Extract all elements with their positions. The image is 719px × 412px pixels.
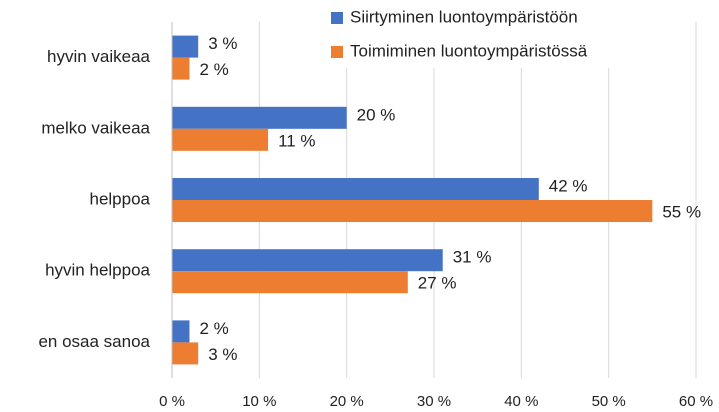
y-tick-label: helppoa [89, 189, 150, 208]
bar [172, 200, 653, 222]
data-label: 31 % [453, 248, 492, 267]
data-label: 2 % [199, 60, 228, 79]
legend-label: Siirtyminen luontoympäristöön [350, 7, 578, 26]
data-label: 3 % [208, 345, 237, 364]
legend-label: Toimiminen luontoympäristössä [350, 41, 588, 60]
data-label: 2 % [199, 319, 228, 338]
bar [172, 128, 269, 151]
x-tick-label: 30 % [417, 393, 451, 410]
bar [172, 271, 408, 294]
data-label: 27 % [418, 274, 457, 293]
y-tick-label: en osaa sanoa [38, 332, 150, 351]
data-label: 20 % [357, 105, 396, 124]
x-tick-label: 20 % [330, 393, 364, 410]
x-tick-label: 50 % [592, 393, 626, 410]
x-tick-label: 10 % [242, 393, 276, 410]
data-label: 11 % [278, 131, 316, 150]
bar [172, 342, 199, 365]
data-label: 42 % [549, 176, 588, 195]
bar [172, 57, 190, 80]
y-tick-label: melko vaikeaa [41, 118, 150, 137]
bar [172, 249, 443, 272]
y-tick-label: hyvin helppoa [45, 261, 150, 280]
x-tick-label: 60 % [679, 393, 713, 410]
legend-swatch [331, 46, 343, 58]
y-tick-label: hyvin vaikeaa [47, 47, 151, 66]
data-label: 55 % [662, 202, 701, 221]
data-label: 3 % [208, 34, 237, 53]
bar [172, 35, 199, 58]
bar [172, 178, 539, 200]
legend-swatch [331, 12, 343, 24]
bar [172, 320, 190, 343]
legend-background [322, 2, 692, 68]
bar [172, 106, 347, 129]
x-tick-label: 40 % [504, 393, 538, 410]
x-tick-label: 0 % [159, 393, 185, 410]
